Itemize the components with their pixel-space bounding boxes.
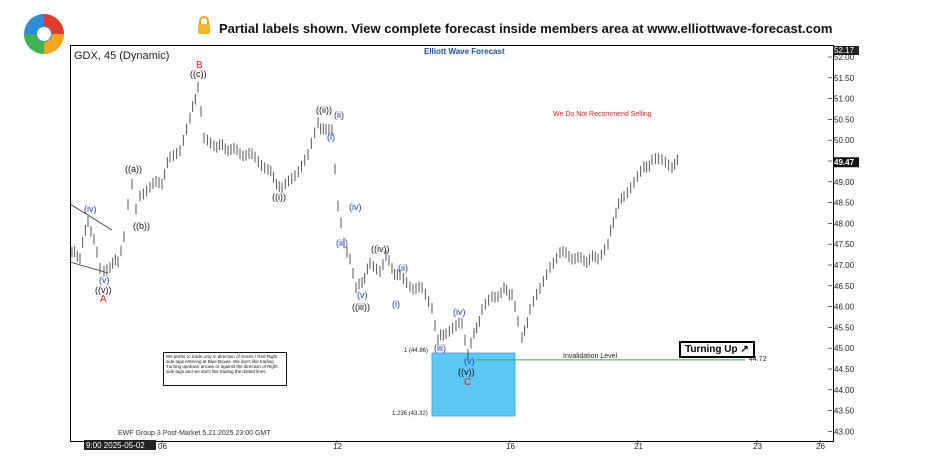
y-tick-label: 50.00 <box>834 136 855 145</box>
y-tick-label: 52.00 <box>834 53 855 62</box>
x-start-tag <box>84 440 156 450</box>
wave-label: ((b)) <box>133 221 150 231</box>
symbol-title: GDX, 45 (Dynamic) <box>74 50 170 62</box>
y-tick-label: 43.00 <box>834 427 855 436</box>
top-price-label: 52.17 <box>834 46 855 55</box>
x-tick-label: 23 <box>753 442 762 451</box>
fib-label: 1 (44.86) <box>404 348 428 354</box>
ewf-brand: Elliott Wave Forecast <box>424 47 505 56</box>
wave-label: (iv) <box>349 202 362 212</box>
trading-note: We prefer to trade only in direction of … <box>163 352 287 386</box>
ewf-logo-icon[interactable] <box>22 12 66 56</box>
wave-label: (iv) <box>453 307 466 317</box>
x-tick-label: 12 <box>333 442 342 451</box>
wave-label: C <box>464 377 471 388</box>
wave-label: B <box>196 60 203 71</box>
banner: Partial labels shown. View complete fore… <box>0 0 937 54</box>
blue-box <box>431 352 516 417</box>
y-tick-label: 44.00 <box>834 386 855 395</box>
y-tick-label: 51.00 <box>834 95 855 104</box>
wave-label: ((i)) <box>272 192 286 202</box>
wave-label: (i) <box>392 299 400 309</box>
arrow-up-right-icon: ↗ <box>740 344 749 355</box>
x-tick-label: 06 <box>158 442 167 451</box>
wave-label: (iii) <box>336 238 348 248</box>
wave-label: ((a)) <box>125 164 142 174</box>
y-tick-label: 47.00 <box>834 261 855 270</box>
invalidation-value: 44.72 <box>749 356 767 363</box>
invalidation-label: Invalidation Level <box>563 353 618 360</box>
wave-label: (i) <box>327 132 335 142</box>
y-tick-label: 48.50 <box>834 199 855 208</box>
wedge-line <box>69 261 109 274</box>
x-tick-label: 21 <box>634 442 643 451</box>
wave-label: ((iv)) <box>371 244 390 254</box>
wedge-line <box>69 203 113 231</box>
wave-label: (v) <box>464 356 475 366</box>
wave-label: (v) <box>99 275 110 285</box>
wave-label: A <box>100 294 107 305</box>
y-tick-label: 46.50 <box>834 282 855 291</box>
x-tick-label: 26 <box>816 442 825 451</box>
last-price-tag <box>833 157 859 168</box>
disclaimer-text: We Do Not Recommend Selling <box>553 111 652 118</box>
fib-label: 1.236 (43.32) <box>392 411 428 417</box>
y-tick-label: 45.50 <box>834 323 855 332</box>
wave-label: (iii) <box>434 343 446 353</box>
y-tick-label: 47.50 <box>834 240 855 249</box>
wave-label: (v) <box>357 290 368 300</box>
last-price-label: 49.47 <box>834 158 855 167</box>
banner-text: Partial labels shown. View complete fore… <box>219 21 833 36</box>
x-tick-label: 9:00 2025-05-02 <box>86 441 145 450</box>
wave-label: (ii) <box>334 110 344 120</box>
top-price-tag <box>833 46 859 55</box>
wave-label: ((v)) <box>95 285 112 295</box>
wave-label: (ii) <box>398 263 408 273</box>
turning-up-label: Turning Up <box>685 344 738 355</box>
turning-up-badge: Turning Up ↗ <box>679 341 755 358</box>
lock-icon <box>198 16 210 34</box>
wave-label: (iv) <box>84 204 97 214</box>
y-tick-label: 46.00 <box>834 303 855 312</box>
wave-label: ((iii)) <box>352 302 370 312</box>
y-tick-label: 49.00 <box>834 178 855 187</box>
wave-label: ((c)) <box>190 69 207 79</box>
y-tick-label: 45.00 <box>834 344 855 353</box>
footer-note: EWF Group 3 Post-Market 5.21.2025 23:00 … <box>118 430 271 437</box>
wave-label: ((v)) <box>458 367 475 377</box>
y-tick-label: 44.50 <box>834 365 855 374</box>
x-tick-label: 16 <box>506 442 515 451</box>
wave-label: ((ii)) <box>316 105 332 115</box>
y-tick-label: 50.50 <box>834 115 855 124</box>
y-tick-label: 43.50 <box>834 407 855 416</box>
y-tick-label: 48.00 <box>834 219 855 228</box>
y-tick-label: 51.50 <box>834 74 855 83</box>
